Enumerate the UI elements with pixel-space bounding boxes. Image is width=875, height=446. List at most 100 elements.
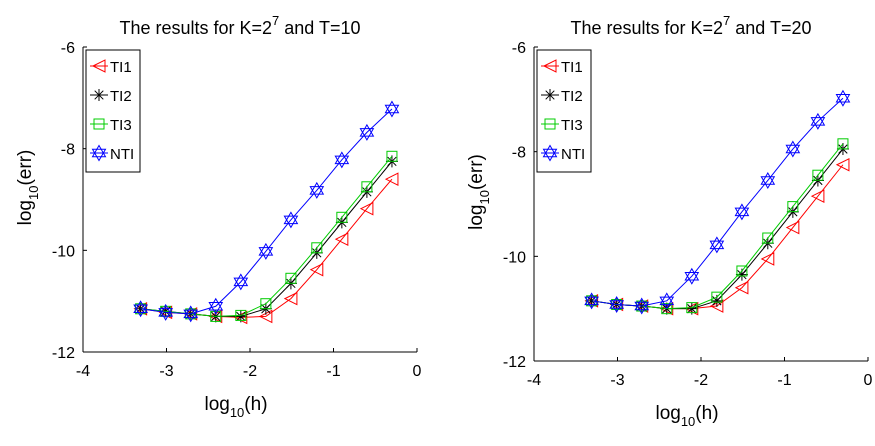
data-point-TI1 — [384, 172, 399, 186]
y-tick-label: -10 — [503, 249, 526, 266]
legend-label-NTI: NTI — [561, 146, 585, 163]
x-tick-label: -1 — [326, 363, 340, 380]
data-point-TI1 — [334, 232, 349, 246]
data-point-TI1 — [734, 280, 749, 295]
data-point-NTI — [835, 89, 851, 103]
data-point-TI2 — [234, 310, 247, 323]
data-point-NTI — [810, 112, 826, 126]
series-line-TI1 — [140, 178, 393, 318]
legend-marker-NTI — [542, 144, 558, 158]
data-point-NTI — [133, 300, 148, 314]
data-point-NTI — [785, 144, 801, 158]
legend-label-TI3: TI3 — [561, 117, 583, 134]
data-point-NTI — [835, 94, 851, 107]
data-point-NTI — [384, 100, 400, 114]
y-axis-label: log10(err) — [15, 150, 41, 226]
legend-marker-NTI — [91, 148, 107, 162]
data-point-NTI — [133, 304, 148, 318]
data-point-NTI — [659, 292, 675, 306]
data-point-NTI — [584, 296, 599, 310]
data-point-NTI — [233, 273, 249, 287]
x-tick-label: -4 — [76, 363, 90, 380]
x-axis-label-rest: (h) — [244, 394, 267, 415]
data-point-TI3 — [235, 309, 247, 321]
data-point-NTI — [584, 292, 599, 306]
legend-marker-NTI — [542, 148, 558, 162]
data-point-NTI — [258, 247, 274, 260]
data-point-NTI — [158, 308, 174, 321]
data-point-TI3 — [812, 169, 824, 181]
data-point-NTI — [283, 215, 299, 229]
data-point-TI3 — [210, 310, 222, 322]
data-point-TI3 — [661, 303, 673, 315]
x-tick-label: -1 — [777, 372, 791, 389]
chart-title: The results for K=27 and T=20 — [570, 13, 811, 38]
data-point-TI3 — [135, 303, 147, 315]
data-point-TI2 — [710, 294, 723, 307]
chart-2: The results for K=27 and T=20-4 -3 -2 -1 0-1… — [466, 13, 873, 429]
legend-label-NTI: NTI — [110, 146, 134, 163]
x-tick-label: -2 — [243, 363, 257, 380]
data-point-NTI — [734, 207, 750, 221]
data-point-TI3 — [285, 272, 297, 284]
data-point-NTI — [309, 186, 325, 199]
chart-title-exponent: 7 — [272, 13, 279, 28]
data-point-NTI — [233, 277, 249, 291]
chart-title-suffix: and T=10 — [279, 18, 360, 38]
data-point-NTI — [258, 242, 274, 256]
data-point-NTI — [208, 302, 224, 315]
data-point-TI3 — [386, 150, 398, 162]
data-point-NTI — [609, 295, 625, 309]
chart-title-prefix: The results for K=2 — [570, 18, 723, 38]
series-line-TI2 — [140, 161, 393, 317]
data-point-NTI — [684, 271, 700, 285]
x-tick-label: 0 — [864, 372, 873, 389]
data-point-NTI — [609, 300, 625, 313]
legend-marker-TI1 — [542, 59, 557, 73]
x-axis-label: log10(h) — [655, 403, 718, 429]
data-point-NTI — [709, 240, 725, 254]
data-point-NTI — [709, 236, 725, 250]
legend-label-TI3: TI3 — [110, 117, 132, 134]
data-point-TI3 — [711, 291, 723, 303]
data-point-NTI — [659, 296, 675, 310]
series-line-NTI — [591, 97, 844, 307]
x-tick-label: -2 — [694, 372, 708, 389]
series-line-TI3 — [140, 155, 393, 317]
legend-marker-TI2 — [544, 89, 556, 101]
data-point-NTI — [309, 181, 325, 195]
data-point-TI3 — [787, 201, 799, 213]
x-tick-label: 0 — [413, 363, 422, 380]
chart-1: The results for K=27 and T=10-4 -3 -2 -1 0-1… — [15, 13, 422, 420]
data-point-NTI — [760, 171, 776, 185]
legend-label-TI2: TI2 — [561, 88, 583, 105]
y-axis-label-base: log — [466, 205, 487, 230]
data-point-NTI — [208, 297, 224, 311]
series-line-TI1 — [591, 164, 844, 310]
x-axis-label-sub: 10 — [681, 414, 695, 429]
data-point-NTI — [785, 140, 801, 154]
data-point-NTI — [384, 104, 400, 118]
legend-marker-NTI — [91, 144, 107, 158]
chart-title: The results for K=27 and T=10 — [119, 13, 360, 38]
data-point-NTI — [684, 267, 700, 281]
data-point-NTI — [634, 301, 650, 315]
series-line-TI3 — [591, 143, 844, 310]
legend-marker-TI3 — [93, 118, 105, 130]
legend-marker-TI2 — [93, 89, 105, 101]
y-tick-label: -8 — [61, 142, 75, 159]
x-axis-label-base: log — [655, 403, 680, 424]
y-tick-label: -12 — [503, 354, 526, 371]
data-point-TI1 — [785, 220, 800, 235]
data-point-TI1 — [835, 157, 850, 172]
legend-label-TI2: TI2 — [110, 88, 132, 105]
legend-label-TI1: TI1 — [561, 59, 583, 76]
y-tick-label: -12 — [52, 345, 75, 362]
x-axis-label-base: log — [204, 394, 229, 415]
data-point-TI3 — [586, 295, 598, 307]
y-axis-label-sub: 10 — [477, 190, 492, 204]
data-point-TI3 — [686, 302, 698, 314]
data-point-TI3 — [837, 138, 849, 150]
data-point-TI1 — [309, 262, 324, 277]
